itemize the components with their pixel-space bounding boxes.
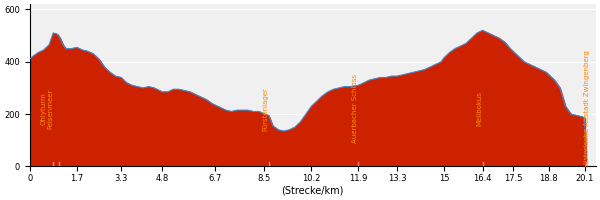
Text: Auerbacher Schloss: Auerbacher Schloss	[352, 74, 358, 143]
Text: Fürstenlager: Fürstenlager	[263, 87, 269, 131]
Text: Ohlyturm
Felsenmeer: Ohlyturm Felsenmeer	[40, 89, 53, 129]
X-axis label: (Strecke/km): (Strecke/km)	[281, 186, 344, 196]
Text: Historische Altstadt Zwingenberg: Historische Altstadt Zwingenberg	[584, 50, 590, 167]
Text: Melibokus: Melibokus	[476, 91, 482, 126]
